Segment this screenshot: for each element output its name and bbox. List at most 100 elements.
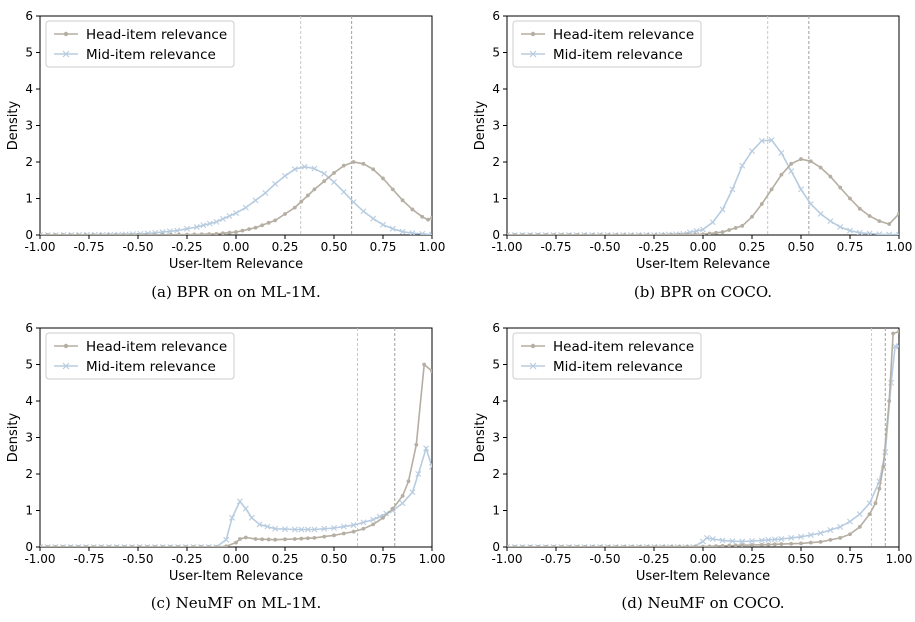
data-point [575, 544, 580, 547]
data-point [136, 544, 143, 547]
data-point [299, 199, 304, 204]
legend: Head-item relevance Mid-item relevance [512, 332, 702, 380]
x-tick-label: -0.75 [540, 240, 571, 254]
data-point [778, 149, 785, 156]
data-point [818, 165, 823, 170]
x-tick-label: -0.50 [122, 552, 153, 566]
data-point [370, 516, 377, 523]
data-point [226, 213, 233, 220]
data-point [877, 219, 882, 224]
data-point [848, 532, 852, 537]
data-point [758, 537, 765, 544]
data-point [714, 544, 718, 547]
data-point [607, 544, 611, 547]
data-point [361, 161, 366, 166]
data-point [409, 230, 416, 235]
data-point [685, 232, 690, 235]
x-tick-label: 0.75 [837, 240, 864, 254]
legend-label: Mid-item relevance [86, 359, 216, 375]
legend-box [45, 20, 235, 68]
data-point [430, 369, 432, 373]
data-point [311, 526, 318, 533]
x-tick-label: 0.00 [690, 552, 717, 566]
data-point [429, 463, 432, 470]
data-point [227, 230, 232, 235]
legend-marker [62, 50, 70, 58]
data-point [256, 521, 263, 528]
data-point [507, 544, 510, 547]
data-point [206, 545, 211, 547]
data-point [371, 167, 376, 172]
data-point [242, 505, 249, 512]
data-point [229, 514, 236, 521]
data-point [292, 205, 297, 210]
data-point [144, 230, 151, 235]
data-point [654, 544, 658, 547]
data-point [167, 544, 174, 547]
y-tick-label: 4 [492, 394, 500, 408]
legend: Head-item relevance Mid-item relevance [45, 332, 235, 380]
data-point [599, 233, 603, 235]
data-point [896, 231, 899, 235]
data-point [507, 232, 510, 235]
legend-marker [529, 362, 537, 370]
data-point [866, 500, 873, 507]
data-point [733, 226, 738, 230]
legend: Head-item relevance Mid-item relevance [45, 20, 235, 68]
data-point [341, 531, 346, 536]
legend-box [512, 332, 702, 380]
legend-marker [63, 343, 69, 349]
data-point [121, 233, 125, 235]
data-point [400, 198, 405, 203]
data-point [331, 179, 337, 186]
y-tick-label: 1 [25, 192, 33, 206]
figure-caption: (c) NeuMF on ML-1M. [151, 594, 322, 612]
x-tick-label: 0.50 [788, 240, 815, 254]
chart-panel-4: -1.00 -0.75 -0.50 -0.25 0.00 0.25 0.50 0.75 1.00… [473, 321, 912, 612]
data-point [266, 537, 271, 542]
data-point [591, 544, 596, 547]
legend-marker [63, 31, 69, 37]
series-line-mid [40, 445, 432, 547]
y-tick-label: 3 [492, 431, 500, 445]
data-point [234, 540, 238, 545]
data-point [243, 535, 248, 540]
x-axis-label: User-Item Relevance [169, 257, 303, 272]
legend-box [45, 332, 235, 380]
x-tick-label: -0.25 [638, 240, 669, 254]
data-point [175, 544, 182, 547]
data-point [507, 233, 509, 235]
data-point [98, 233, 103, 235]
data-point [205, 544, 212, 547]
data-point [340, 523, 347, 530]
data-point [305, 536, 310, 541]
data-point [121, 544, 128, 547]
figure-caption: (d) NeuMF on COCO. [621, 594, 784, 612]
data-point [381, 176, 385, 181]
data-point [765, 536, 772, 543]
data-point [298, 526, 305, 533]
data-point [213, 544, 220, 547]
data-point [788, 534, 795, 541]
data-point [351, 160, 356, 164]
x-tick-label: -1.00 [491, 552, 522, 566]
data-point [778, 535, 785, 542]
data-point [798, 186, 804, 193]
y-tick-label: 2 [25, 467, 33, 481]
data-point [827, 527, 834, 534]
data-point [40, 545, 42, 547]
data-point [53, 545, 58, 547]
data-point [383, 510, 390, 517]
data-point [242, 204, 249, 211]
x-axis-label: User-Item Relevance [169, 569, 303, 584]
y-tick-label: 5 [25, 46, 33, 60]
data-point [527, 544, 534, 547]
series-line-head [507, 158, 899, 235]
data-point [380, 221, 386, 228]
x-tick-label: 0.50 [321, 552, 348, 566]
series-line-mid [507, 345, 899, 547]
data-point [703, 534, 710, 541]
data-point [301, 163, 308, 170]
data-point [807, 200, 814, 207]
y-tick-label: 3 [492, 119, 500, 133]
